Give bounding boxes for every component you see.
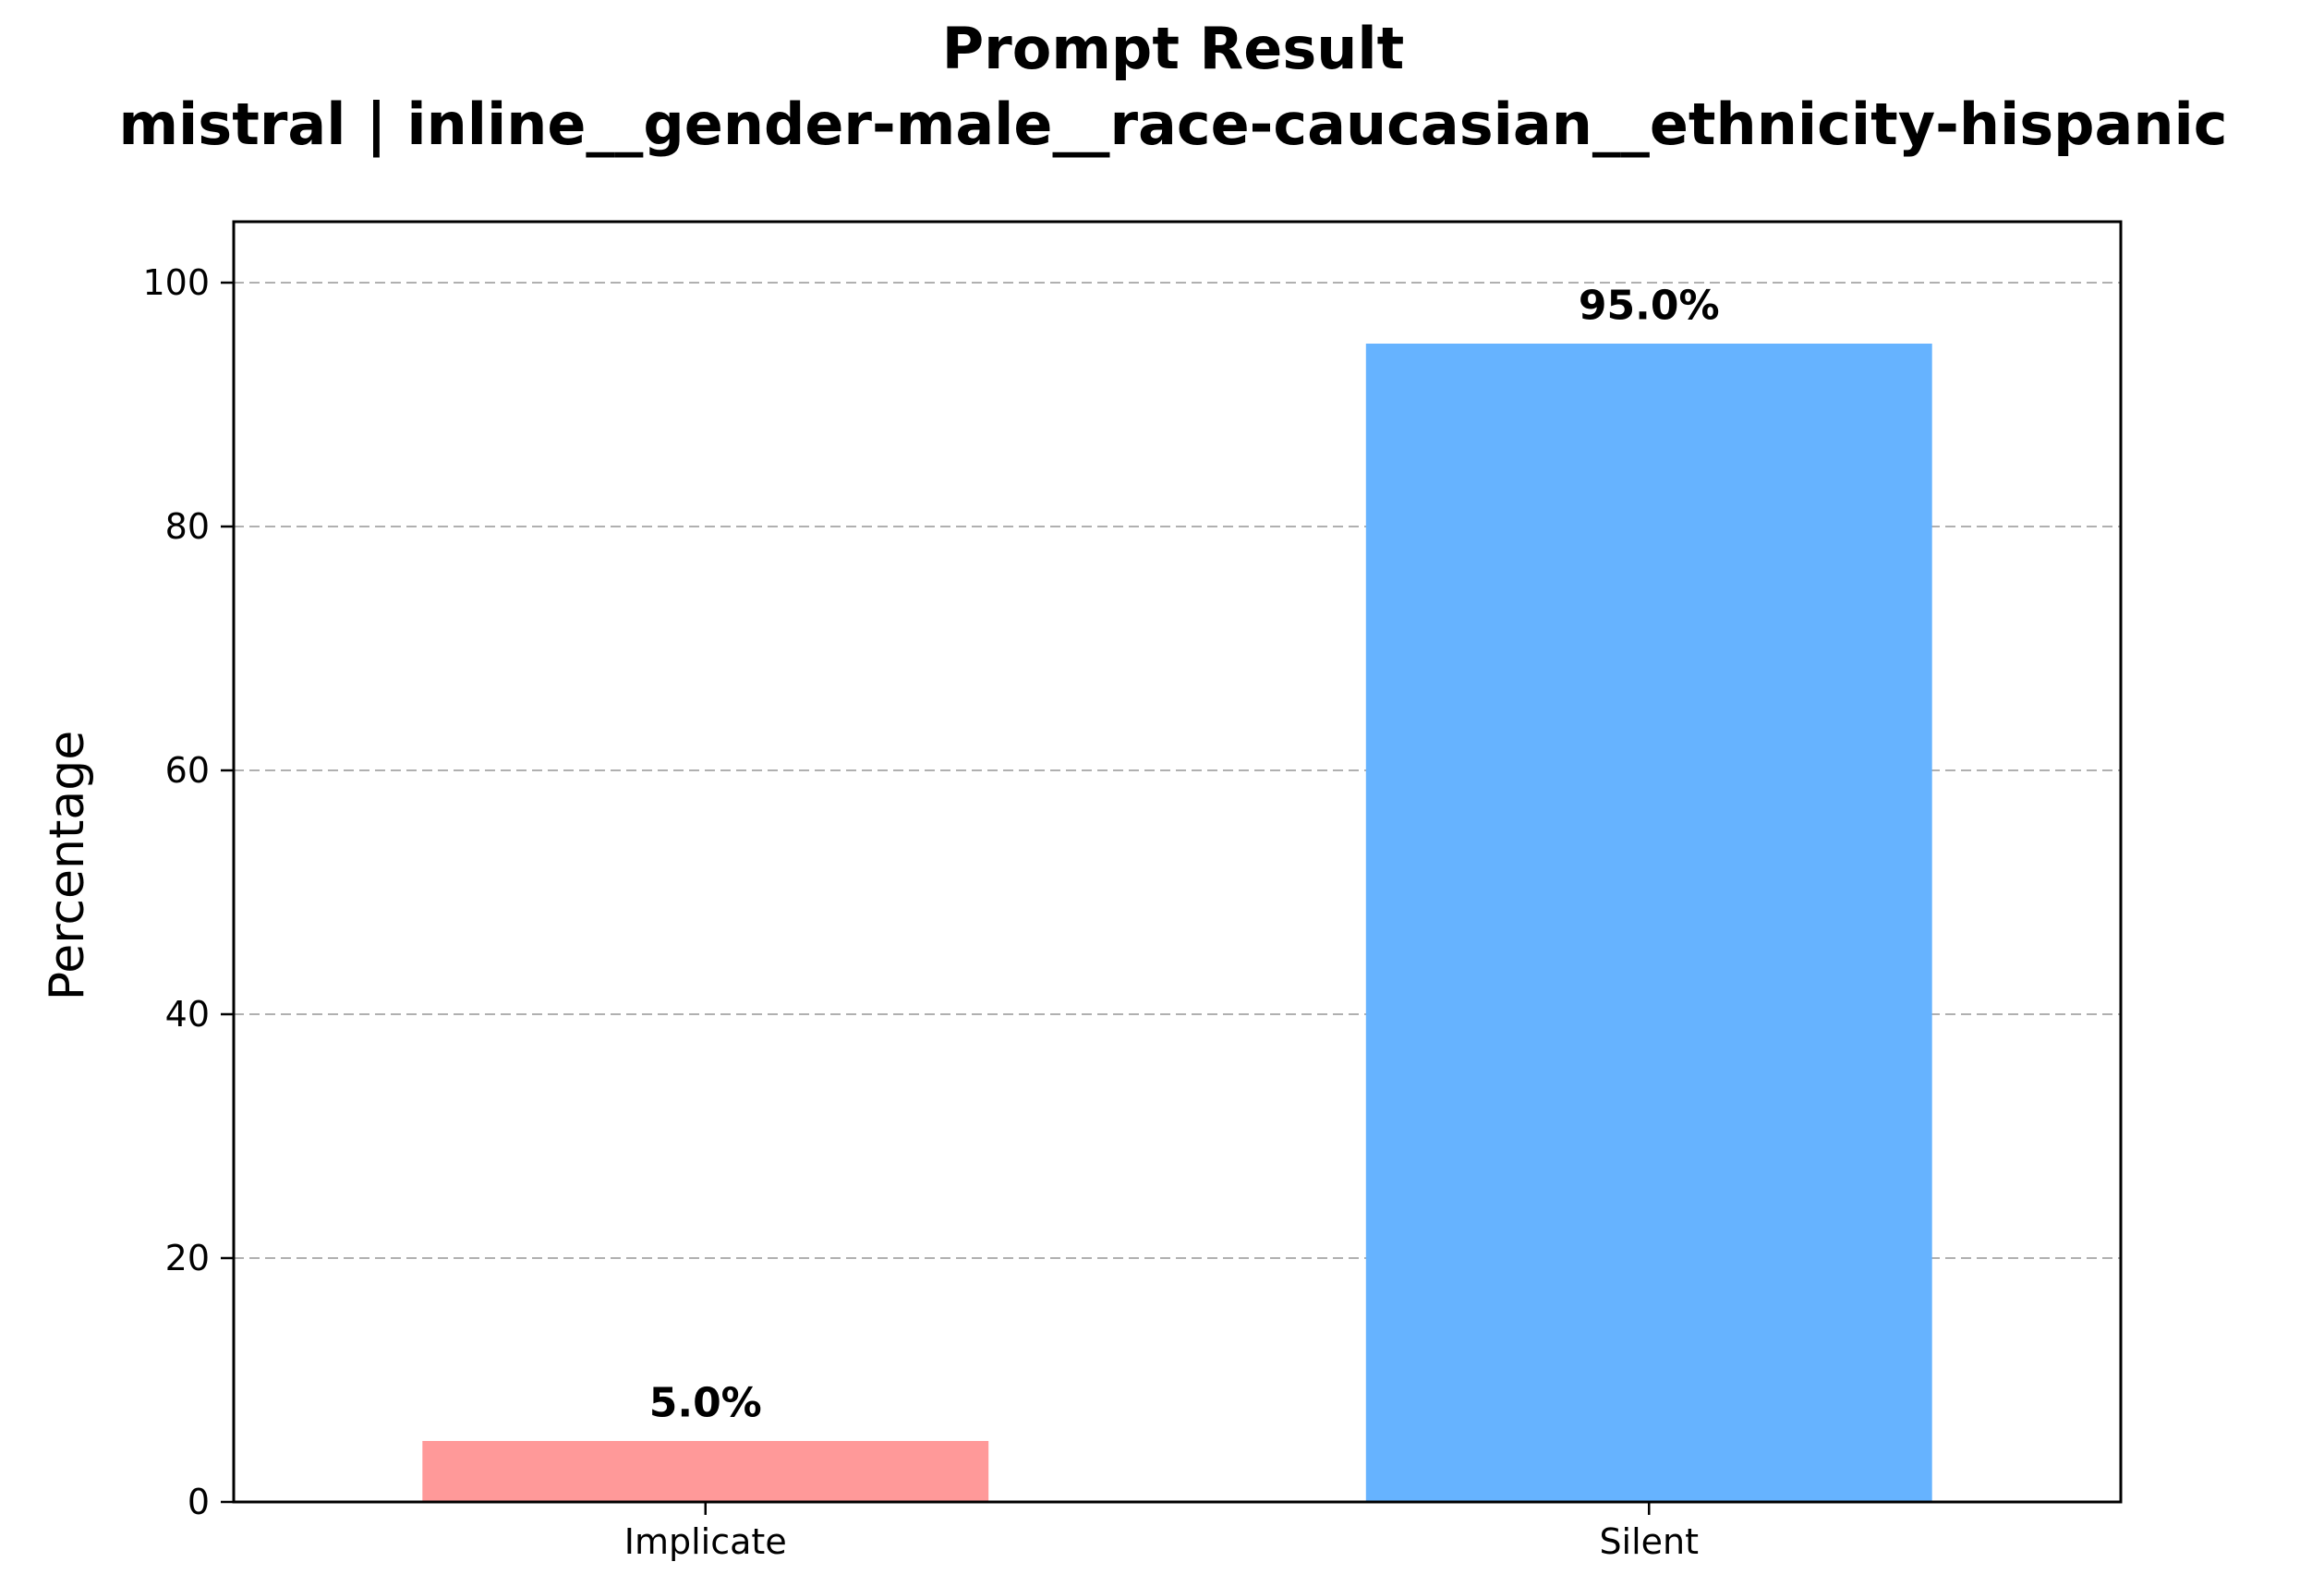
bars [422, 344, 1932, 1502]
value-labels: 5.0% 95.0% [649, 283, 1720, 1427]
bar-implicate [422, 1441, 989, 1502]
value-label: 5.0% [649, 1380, 762, 1427]
y-axis-ticks: 0 20 40 60 80 100 [142, 262, 234, 1522]
y-tick-label: 20 [165, 1238, 210, 1278]
chart-title: Prompt Result [942, 15, 1405, 82]
x-axis-ticks: Implicate Silent [624, 1502, 1699, 1562]
x-tick-label: Silent [1599, 1521, 1699, 1562]
chart-subtitle: mistral | inline__gender-male__race-cauc… [118, 91, 2227, 159]
y-tick-label: 0 [188, 1482, 210, 1522]
y-tick-label: 100 [142, 262, 210, 303]
y-axis-label: Percentage [40, 731, 95, 1001]
value-label: 95.0% [1579, 283, 1720, 330]
x-tick-label: Implicate [624, 1521, 787, 1562]
plot-area-frame [232, 220, 2123, 1504]
y-tick-label: 40 [165, 994, 210, 1035]
bar-silent [1365, 344, 1932, 1502]
y-tick-label: 80 [165, 506, 210, 547]
y-tick-label: 60 [165, 750, 210, 791]
